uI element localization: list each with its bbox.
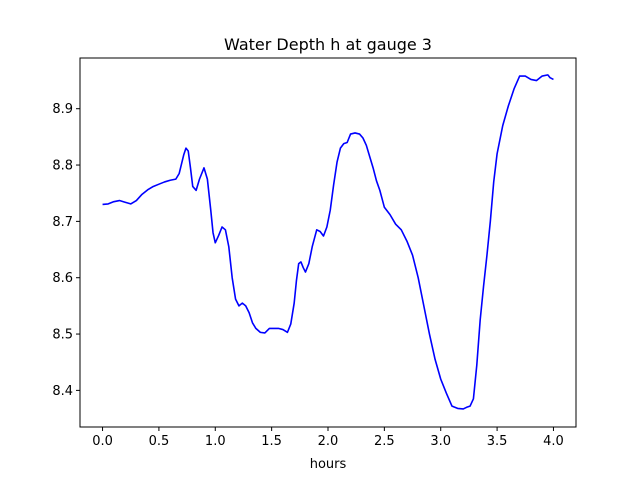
x-tick-label: 3.5	[487, 434, 508, 449]
y-tick-label: 8.6	[52, 271, 73, 286]
x-tick-label: 0.0	[92, 434, 113, 449]
x-tick-label: 0.5	[149, 434, 170, 449]
series-line-0	[102, 74, 554, 410]
chart-title: Water Depth h at gauge 3	[224, 35, 432, 54]
y-tick-label: 8.4	[52, 384, 73, 399]
x-tick-label: 1.0	[205, 434, 226, 449]
x-tick-label: 2.5	[374, 434, 395, 449]
y-tick-label: 8.7	[52, 215, 73, 230]
y-tick-label: 8.5	[52, 328, 73, 343]
x-tick-label: 3.0	[430, 434, 451, 449]
x-tick-label: 4.0	[543, 434, 564, 449]
x-tick-label: 2.0	[318, 434, 339, 449]
y-tick-label: 8.8	[52, 159, 73, 174]
x-tick-label: 1.5	[261, 434, 282, 449]
plot-area: 0.0 0.5 1.0 1.5 2.0 2.5 3.0 3.5 4.0 8.4 8.5 8.6 8.7 8…	[52, 57, 577, 449]
y-tick-label: 8.9	[52, 102, 73, 117]
x-axis-label: hours	[310, 457, 347, 472]
